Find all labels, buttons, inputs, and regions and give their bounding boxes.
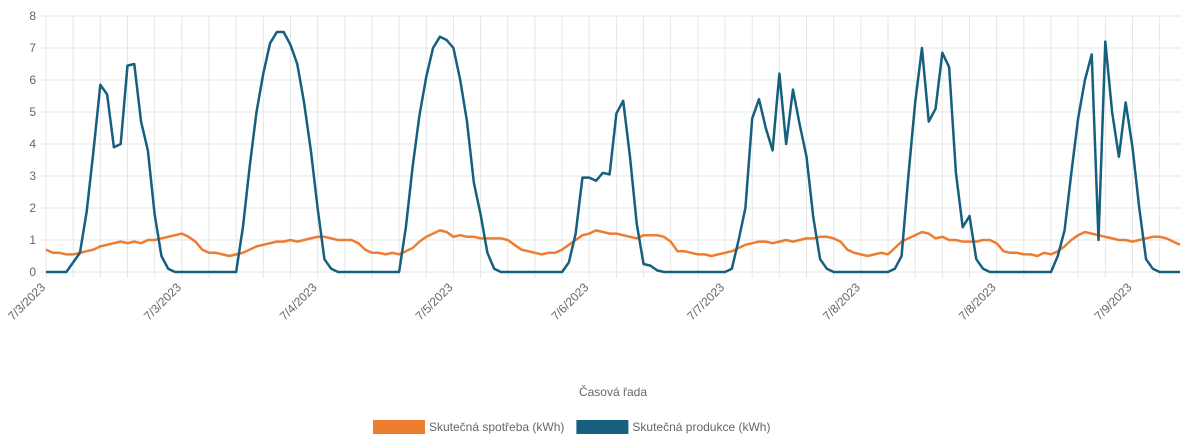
x-tick-label: 7/8/2023 — [956, 280, 999, 323]
series-line — [45, 229, 1181, 258]
x-tick-label: 7/5/2023 — [413, 280, 456, 323]
legend-swatch — [373, 420, 425, 434]
y-tick-label: 0 — [29, 265, 36, 279]
legend-swatch — [576, 420, 629, 434]
x-tick-label: 7/4/2023 — [277, 280, 320, 323]
x-tick-label: 7/3/2023 — [141, 280, 184, 323]
legend-label: Skutečná produkce (kWh) — [632, 420, 770, 434]
x-tick-label: 7/7/2023 — [684, 280, 727, 323]
y-tick-label: 7 — [29, 41, 36, 55]
y-tick-label: 4 — [29, 137, 36, 151]
y-tick-label: 2 — [29, 201, 36, 215]
series-line — [46, 30, 1180, 274]
y-tick-label: 3 — [29, 169, 36, 183]
y-tick-label: 1 — [29, 233, 36, 247]
x-axis-title: Časová řada — [579, 384, 647, 399]
x-tick-label: 7/8/2023 — [820, 280, 863, 323]
y-tick-label: 6 — [29, 73, 36, 87]
x-tick-label: 7/3/2023 — [5, 280, 48, 323]
legend-label: Skutečná spotřeba (kWh) — [429, 420, 564, 434]
y-tick-label: 5 — [29, 105, 36, 119]
x-tick-label: 7/9/2023 — [1092, 280, 1135, 323]
y-tick-label: 8 — [29, 9, 36, 23]
x-tick-label: 7/6/2023 — [548, 280, 591, 323]
